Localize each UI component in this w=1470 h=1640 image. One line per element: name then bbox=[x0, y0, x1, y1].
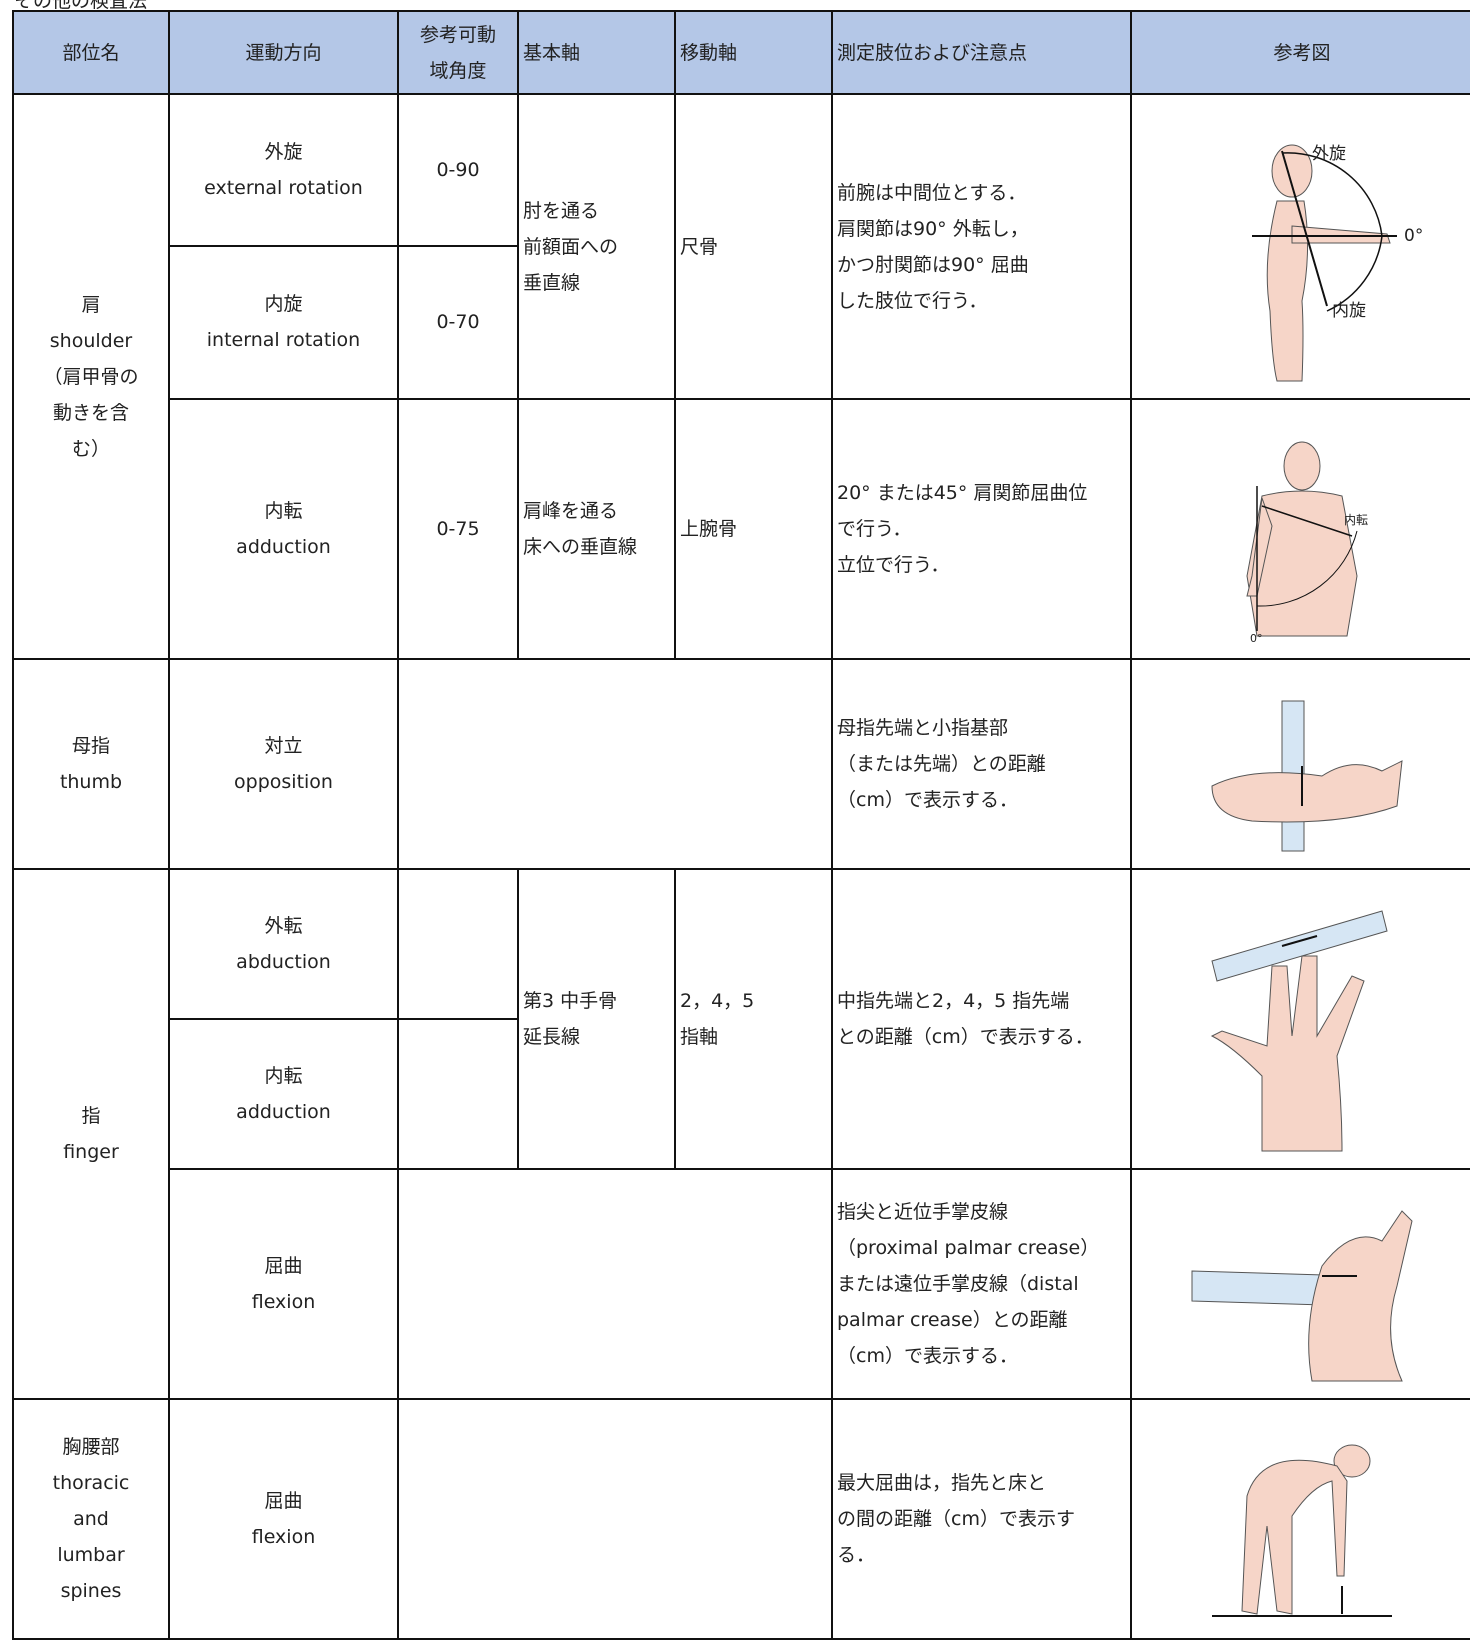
direction: 屈曲 flexion bbox=[168, 1398, 399, 1640]
empty-cell bbox=[397, 868, 519, 1020]
direction: 外転 abduction bbox=[168, 868, 399, 1020]
row: 内転 adduction bbox=[13, 1018, 1470, 1170]
page: {"header":{"title":"その他の検査法"}, "table":{… bbox=[12, 0, 1470, 1640]
direction: 外旋 external rotation bbox=[168, 93, 399, 247]
row: 内転 adduction 0-75 肩峰を通る 床への垂直線 上腕骨 20° ま… bbox=[13, 398, 1470, 660]
row: 内旋 internal rotation 0-70 bbox=[13, 244, 1470, 401]
column-header: 測定肢位および注意点 bbox=[831, 10, 1132, 95]
column-header: 参考図 bbox=[1130, 10, 1470, 95]
empty-cell bbox=[397, 1018, 519, 1170]
notes: 母指先端と小指基部 （または先端）との距離 （cm）で表示する． bbox=[831, 658, 1132, 870]
region: 母指 thumb bbox=[12, 658, 170, 870]
base-axis: 肘を通る 前額面への 垂直線 bbox=[517, 93, 676, 400]
row: 屈曲 flexion 指尖と近位手掌皮線 （proximal palmar cr… bbox=[13, 1168, 1470, 1400]
moving-axis: 2，4，5 指軸 bbox=[674, 868, 833, 1170]
row: 指 finger 外転 abduction 第3 中手骨 延長線 2，4，5 指… bbox=[12, 868, 1470, 1400]
notes: 中指先端と2，4，5 指先端 との距離（cm）で表示する． bbox=[831, 868, 1132, 1170]
finger-abduction-figure bbox=[1210, 910, 1388, 1152]
column-header: 参考可動 域角度 bbox=[397, 10, 519, 95]
region: 指 finger bbox=[12, 868, 170, 1400]
region: 肩 shoulder （肩甲骨の 動きを含 む） bbox=[12, 93, 170, 660]
shoulder-adduction-figure: 内転 0° bbox=[1246, 441, 1368, 645]
figure bbox=[1130, 658, 1470, 870]
title: その他の検査法 bbox=[14, 0, 148, 12]
figure-label: 0° bbox=[1404, 226, 1423, 246]
empty-cell bbox=[397, 1168, 833, 1400]
column-header: 運動方向 bbox=[168, 10, 399, 95]
figure-label: 外旋 bbox=[1312, 144, 1346, 164]
figure bbox=[1130, 1398, 1470, 1640]
shoulder-rotation-figure: 外旋 0° 内旋 bbox=[1252, 144, 1423, 382]
header-row: 部位名 運動方向 参考可動 域角度 基本軸 移動軸 測定肢位および注意点 参考図 bbox=[12, 10, 1470, 95]
row: 胸腰部 thoracic and lumbar spines 屈曲 flexio… bbox=[12, 1398, 1470, 1640]
rom-table: 部位名 運動方向 参考可動 域角度 基本軸 移動軸 測定肢位および注意点 参考図… bbox=[12, 10, 1470, 1640]
notes: 最大屈曲は，指先と床と の間の距離（cm）で表示す る． bbox=[831, 1398, 1132, 1640]
figure-label: 0° bbox=[1250, 632, 1263, 645]
direction: 屈曲 flexion bbox=[168, 1168, 399, 1400]
row: 肩 shoulder （肩甲骨の 動きを含 む） 外旋 external rot… bbox=[12, 93, 1470, 660]
figure-label: 内旋 bbox=[1332, 301, 1366, 321]
notes: 指尖と近位手掌皮線 （proximal palmar crease） または遠位… bbox=[831, 1168, 1132, 1400]
angle: 0-90 bbox=[397, 93, 519, 247]
moving-axis: 尺骨 bbox=[674, 93, 833, 400]
figure: 内転 0° bbox=[1130, 398, 1470, 660]
column-header: 部位名 bbox=[12, 10, 170, 95]
empty-cell bbox=[397, 1398, 833, 1640]
figure bbox=[1130, 868, 1470, 1170]
angle: 0-75 bbox=[397, 398, 519, 660]
notes: 前腕は中間位とする． 肩関節は90° 外転し， かつ肘関節は90° 屈曲 した肢… bbox=[831, 93, 1132, 400]
thumb-figure bbox=[1211, 700, 1403, 852]
direction: 内転 adduction bbox=[168, 398, 399, 660]
column-header: 基本軸 bbox=[517, 10, 676, 95]
direction: 対立 opposition bbox=[168, 658, 399, 870]
empty-cell bbox=[397, 658, 833, 870]
moving-axis: 上腕骨 bbox=[674, 398, 833, 660]
figure-label: 内転 bbox=[1344, 513, 1368, 527]
base-axis: 肩峰を通る 床への垂直線 bbox=[517, 398, 676, 660]
column-header: 移動軸 bbox=[674, 10, 833, 95]
notes: 20° または45° 肩関節屈曲位 で行う． 立位で行う． bbox=[831, 398, 1132, 660]
trunk-flexion-figure bbox=[1212, 1444, 1392, 1617]
base-axis: 第3 中手骨 延長線 bbox=[517, 868, 676, 1170]
direction: 内転 adduction bbox=[168, 1018, 399, 1170]
finger-flexion-figure bbox=[1191, 1210, 1413, 1382]
row: 母指 thumb 対立 opposition 母指先端と小指基部 （または先端）… bbox=[12, 658, 1470, 870]
region: 胸腰部 thoracic and lumbar spines bbox=[12, 1398, 170, 1640]
figure bbox=[1130, 1168, 1470, 1400]
figure: 外旋 0° 内旋 bbox=[1130, 93, 1470, 400]
angle: 0-70 bbox=[397, 244, 519, 401]
direction: 内旋 internal rotation bbox=[168, 244, 399, 401]
